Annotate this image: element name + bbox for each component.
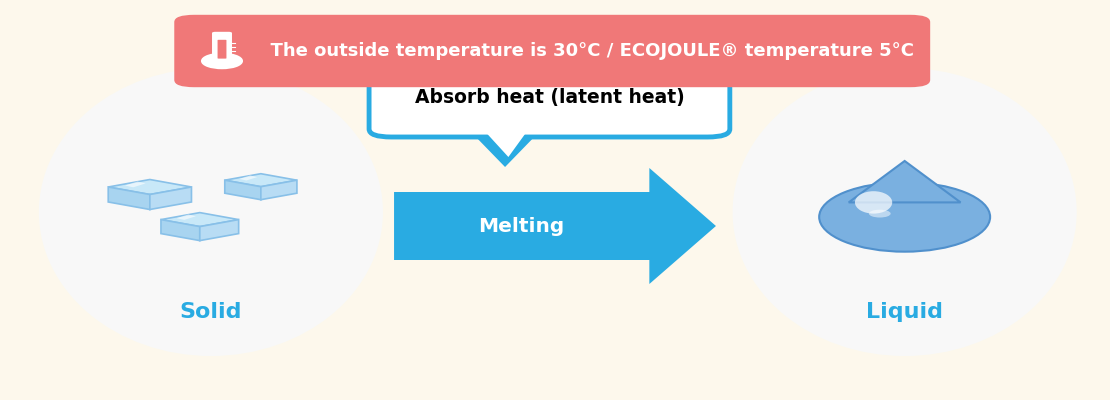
Polygon shape	[261, 180, 296, 200]
Polygon shape	[200, 220, 239, 241]
Polygon shape	[125, 182, 145, 187]
Polygon shape	[849, 161, 960, 202]
FancyBboxPatch shape	[174, 15, 930, 87]
FancyBboxPatch shape	[370, 59, 730, 137]
FancyBboxPatch shape	[212, 32, 232, 60]
Ellipse shape	[733, 68, 1077, 356]
Text: Solid: Solid	[180, 302, 242, 322]
Text: The outside temperature is 30°C / ECOJOULE® temperature 5°C: The outside temperature is 30°C / ECOJOU…	[258, 42, 914, 60]
Polygon shape	[161, 213, 239, 226]
Ellipse shape	[39, 68, 383, 356]
Polygon shape	[224, 174, 296, 187]
Polygon shape	[176, 214, 195, 220]
Ellipse shape	[855, 191, 892, 214]
Polygon shape	[150, 187, 192, 210]
Polygon shape	[476, 122, 534, 157]
Circle shape	[202, 54, 242, 68]
Ellipse shape	[819, 182, 990, 252]
Text: Melting: Melting	[478, 216, 565, 236]
Text: Liquid: Liquid	[866, 302, 944, 322]
Ellipse shape	[869, 210, 890, 218]
Polygon shape	[224, 180, 261, 200]
Polygon shape	[109, 187, 150, 210]
Polygon shape	[394, 168, 716, 284]
Polygon shape	[109, 180, 192, 194]
Polygon shape	[161, 220, 200, 241]
Polygon shape	[466, 127, 544, 167]
Text: Absorb heat (latent heat): Absorb heat (latent heat)	[414, 88, 685, 108]
FancyBboxPatch shape	[218, 40, 226, 58]
Polygon shape	[240, 176, 258, 180]
